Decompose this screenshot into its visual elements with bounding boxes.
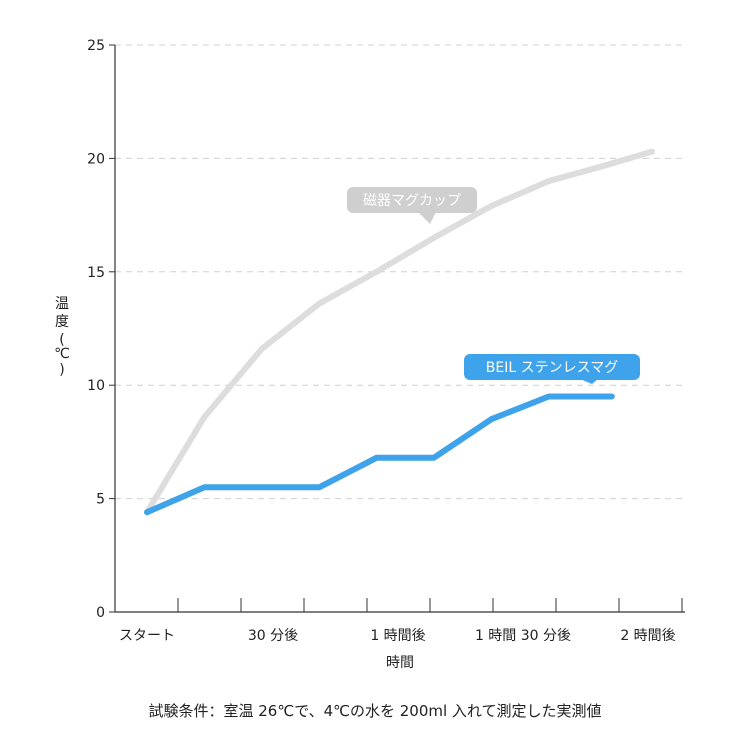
x-tick-label: 30 分後	[248, 628, 298, 644]
beil-label-tail	[580, 379, 598, 384]
y-tick-label: 10	[87, 378, 105, 394]
y-axis-title-char: ℃	[54, 346, 70, 362]
x-tick-label: 2 時間後	[620, 628, 675, 644]
series-line-0	[144, 148, 655, 516]
porcelain-label: 磁器マグカップ	[347, 187, 477, 224]
series-lines	[144, 148, 655, 516]
y-axis-title-char: 温	[55, 296, 69, 312]
x-tick-label: スタート	[119, 628, 175, 644]
porcelain-label-tail	[418, 212, 436, 224]
series-labels: 磁器マグカップ BEIL ステンレスマグ	[347, 187, 640, 384]
x-axis-title: 時間	[386, 655, 414, 671]
x-axis-ticks: スタート 30 分後 1 時間後 1 時間 30 分後 2 時間後	[119, 598, 683, 644]
y-axis-ticks: 0 5 10 15 20 25	[87, 38, 115, 621]
beil-label-text: BEIL ステンレスマグ	[486, 360, 618, 376]
porcelain-label-text: 磁器マグカップ	[363, 193, 461, 209]
y-axis-title-char: (	[59, 332, 64, 348]
y-axis-title: 温度 (℃)	[54, 296, 70, 378]
axes	[114, 45, 685, 613]
y-tick-label: 15	[87, 265, 105, 281]
grid-lines	[115, 44, 685, 500]
x-tick-label: 1 時間 30 分後	[475, 628, 571, 644]
y-tick-label: 20	[87, 151, 105, 167]
y-tick-label: 0	[96, 605, 105, 621]
beil-label: BEIL ステンレスマグ	[464, 354, 640, 384]
y-axis-title-char: )	[59, 362, 64, 378]
x-tick-label: 1 時間後	[370, 628, 425, 644]
y-axis-title-char: 度	[55, 314, 69, 330]
y-tick-label: 25	[87, 38, 105, 54]
series-line-1	[144, 393, 615, 516]
test-conditions-note: 試験条件：室温 26℃で、4℃の水を 200ml 入れて測定した実測値	[148, 702, 602, 720]
porcelain-label-box	[347, 187, 477, 213]
beil-label-box	[464, 354, 640, 380]
y-tick-label: 5	[96, 492, 105, 508]
